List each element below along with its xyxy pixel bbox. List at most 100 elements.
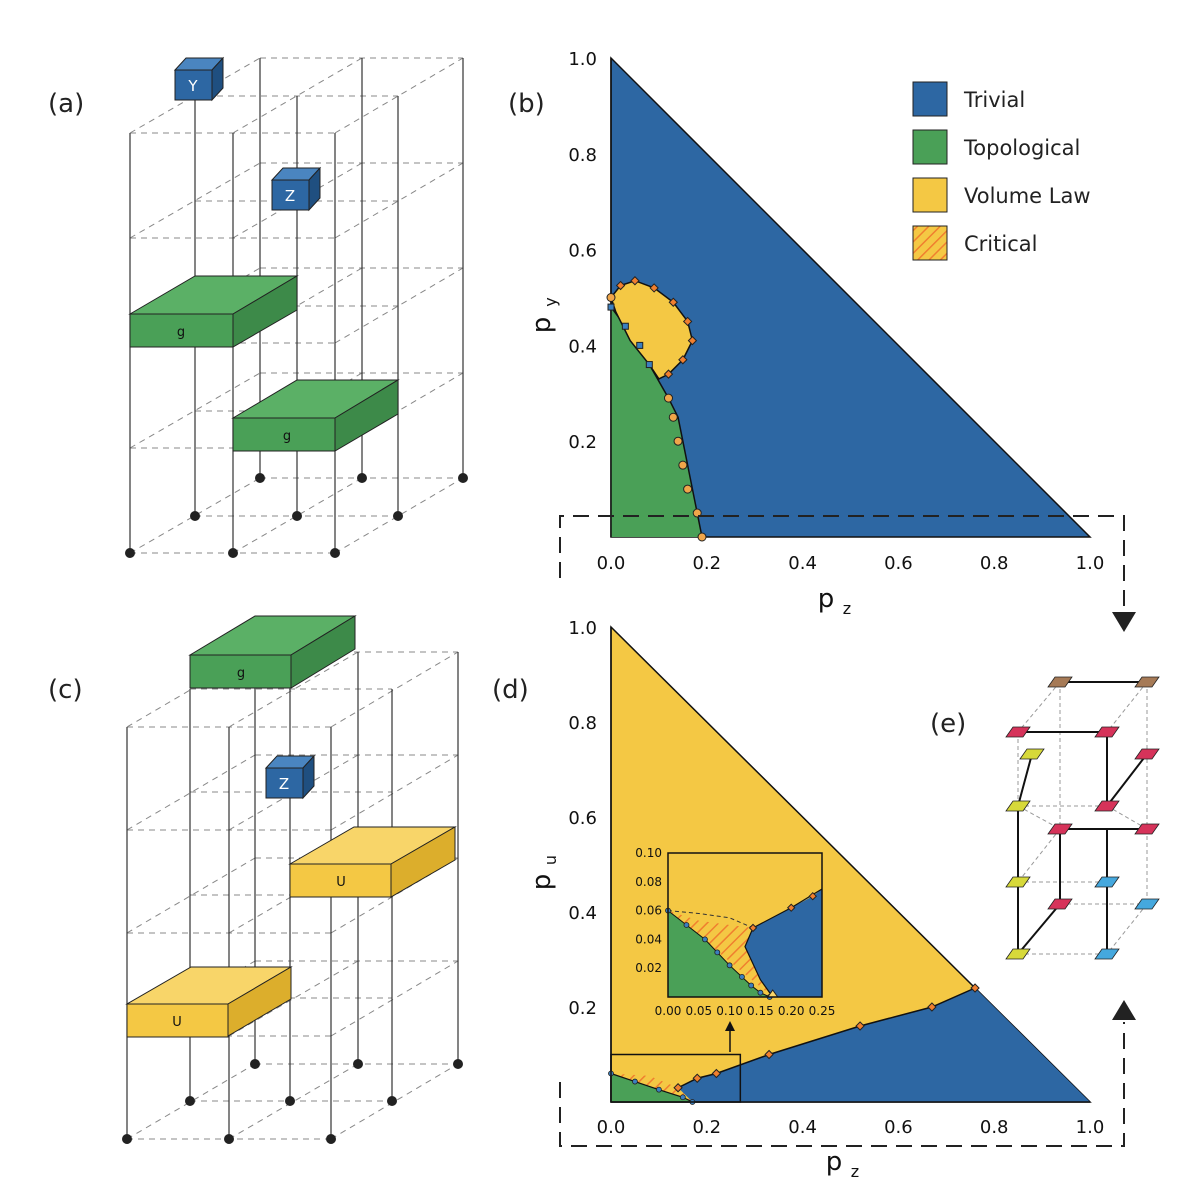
b-x-axis-label: p z: [818, 584, 851, 618]
b-ytick: 1.0: [568, 49, 597, 70]
lattice-site-red: [1134, 823, 1160, 835]
arrowhead-down: [1112, 612, 1136, 632]
block-g-lower: g: [231, 379, 400, 452]
lattice-site-brown: [1134, 676, 1160, 688]
d-xlabel: p: [826, 1147, 843, 1177]
b-circle-point: [697, 532, 707, 542]
gate-z-cube-c: Z: [264, 754, 316, 800]
d-critical-point: [927, 1002, 937, 1012]
block-g-top-label: g: [237, 666, 245, 681]
d-zoom-arrowhead: [725, 1021, 735, 1031]
d-xtick: 1.0: [1076, 1117, 1105, 1138]
block-g-upper-label: g: [177, 325, 185, 340]
panel-b-label: (b): [508, 89, 545, 119]
b-critical-point: [649, 283, 659, 293]
lattice-dashed-edge: [1017, 681, 1061, 733]
block-u-lower-label: U: [172, 1015, 182, 1030]
b-y-axis-label: p y: [527, 297, 560, 333]
gate-z-c-label: Z: [279, 775, 289, 793]
lattice-site-yellow: [1005, 948, 1031, 960]
circuit-a-qubits: [125, 473, 468, 558]
lattice-site-red: [1047, 898, 1073, 910]
b-circle-point: [606, 293, 616, 302]
lattice-edge: [1106, 753, 1148, 807]
b-xtick: 1.0: [1076, 553, 1105, 574]
b-critical-point: [630, 276, 640, 286]
d-ticks: 0.0 0.2 0.4 0.6 0.8 1.0 0.2 0.4 0.6 0.8 1.0: [568, 618, 1104, 1138]
b-square-point: [636, 341, 644, 349]
b-critical-point: [663, 369, 674, 379]
b-points: [606, 276, 707, 542]
legend-trivial: Trivial: [963, 88, 1025, 112]
inset-ytick: 0.08: [635, 875, 662, 889]
d-zoom-rectangle: [610, 1053, 742, 1103]
block-u-upper: U: [288, 826, 457, 898]
inset-xtick: 0.10: [716, 1004, 743, 1018]
lattice-site-red: [1094, 726, 1120, 738]
lattice-edge: [1017, 753, 1033, 807]
lattice-dashed-edge: [1106, 681, 1148, 733]
inset-ytick: 0.04: [635, 932, 662, 946]
lattice-site-brown: [1047, 676, 1073, 688]
panel-c-label: (c): [48, 675, 83, 705]
d-ytick: 0.2: [568, 998, 597, 1019]
inset-trivial-boundary: [744, 888, 823, 998]
b-ytick: 0.6: [568, 241, 597, 262]
b-circle-point: [663, 393, 673, 403]
legend-swatch-volume: [912, 177, 948, 213]
b-critical-point: [678, 355, 688, 365]
b-ylabel-sub: y: [541, 297, 560, 306]
panel-a-circuit: g g Y Z (a): [48, 56, 468, 558]
b-ytick: 0.4: [568, 336, 597, 357]
lattice-site-blue: [1094, 876, 1120, 888]
inset-critical-point: [808, 891, 817, 901]
inset-xtick: 0.00: [655, 1004, 682, 1018]
d-xtick: 0.8: [980, 1117, 1009, 1138]
b-critical-point: [668, 297, 678, 307]
d-trivial-region: [678, 988, 1090, 1102]
b-topological-region: [611, 307, 703, 537]
b-xtick: 0.0: [597, 553, 626, 574]
connector-d-to-e: [559, 1022, 1125, 1147]
b-xtick: 0.2: [692, 553, 721, 574]
b-square-point: [621, 322, 629, 330]
lattice-site-yellow: [1005, 876, 1031, 888]
d-xtick: 0.4: [788, 1117, 817, 1138]
d-xtick: 0.2: [692, 1117, 721, 1138]
lattice-dashed-edge: [1106, 903, 1148, 955]
d-critical-point: [711, 1068, 722, 1079]
lattice-edge: [1017, 903, 1061, 955]
d-critical-point: [855, 1021, 865, 1031]
lattice-site-blue: [1134, 898, 1160, 910]
lattice-site-red: [1005, 726, 1031, 738]
inset-topological-region: [668, 910, 770, 997]
inset-ytick: 0.02: [635, 961, 662, 975]
d-ylabel: p: [527, 874, 557, 891]
gate-z-cube: Z: [270, 166, 322, 212]
d-critical-point: [970, 983, 980, 993]
lattice-site-blue: [1094, 948, 1120, 960]
arrowheads: [1112, 612, 1136, 1020]
inset-topological-point: [757, 989, 764, 996]
b-critical-point: [687, 335, 698, 346]
lattice-site-red: [1047, 823, 1073, 835]
connector-arrows: [559, 515, 1125, 1147]
inset-topological-point: [683, 922, 690, 928]
d-points: [608, 983, 980, 1105]
b-xlabel-sub: z: [843, 599, 851, 618]
legend-topological: Topological: [963, 136, 1080, 160]
d-critical-point: [673, 1083, 683, 1093]
d-ytick: 0.6: [568, 808, 597, 829]
inset-topological-point: [739, 973, 745, 980]
block-g-top: g: [188, 615, 357, 689]
b-square-point: [645, 361, 653, 369]
panel-c-circuit: g U U Z (c): [48, 615, 463, 1144]
block-g-upper: g: [128, 275, 299, 348]
inset-frame: [667, 852, 823, 998]
d-ylabel-sub: u: [541, 855, 560, 865]
b-circle-point: [678, 460, 688, 470]
circuit-c-qubits: [122, 1059, 463, 1144]
inset-dashed-boundary: [667, 910, 754, 929]
b-xtick: 0.4: [788, 553, 817, 574]
inset-topological-point: [726, 962, 733, 969]
